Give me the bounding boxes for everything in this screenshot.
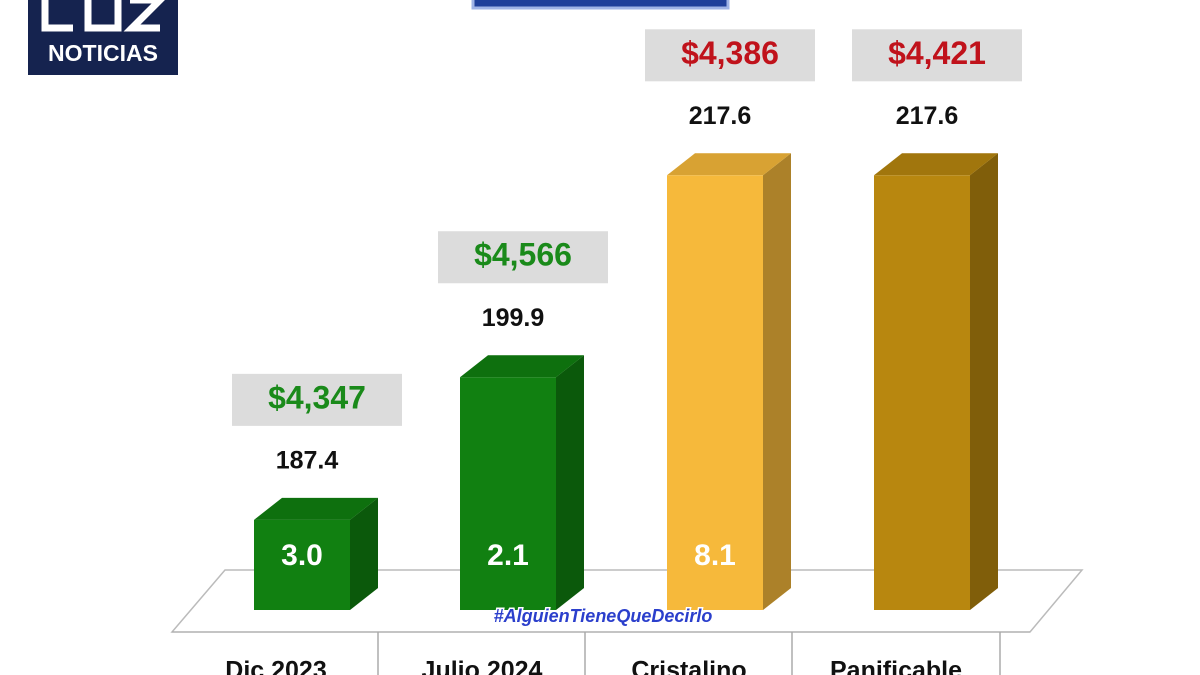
bar [667, 175, 763, 611]
price-label: $4,566 [474, 237, 572, 273]
category-label: Dic 2023 [225, 657, 326, 675]
bar-inner-label: 2.1 [487, 539, 529, 572]
bar-side-shade [350, 497, 378, 610]
bar-top [254, 497, 378, 520]
logo-mark [41, 0, 165, 32]
bar-inner-label: 3.0 [281, 539, 323, 572]
top-banner [471, 0, 730, 10]
bar [874, 175, 970, 611]
bar-top-shade [254, 497, 378, 520]
category-label: Julio 2024 [422, 657, 543, 675]
price-box [232, 373, 402, 426]
category-label: Cristalino [631, 657, 746, 675]
category-label: Panificable [830, 657, 962, 675]
price-box [645, 29, 815, 82]
bar [460, 377, 556, 610]
bar-top [460, 355, 584, 378]
logo-text: NOTICIAS [48, 40, 158, 66]
bar-top [667, 153, 791, 176]
price-label: $4,421 [888, 35, 986, 71]
bar-inner-label: 8.1 [694, 539, 736, 572]
bar-side [350, 497, 378, 610]
bar-side [970, 153, 998, 611]
bar-side-shade [556, 355, 584, 610]
bar-top-shade [460, 355, 584, 378]
price-label: $4,386 [681, 35, 779, 71]
bar-top-shade [874, 153, 998, 176]
value-label: 217.6 [896, 102, 959, 130]
bar-side-shade [970, 153, 998, 611]
value-label: 199.9 [482, 304, 545, 332]
bar-top [874, 153, 998, 176]
logo-box [28, 0, 178, 75]
value-label: 217.6 [689, 102, 752, 130]
bar-top-shade [667, 153, 791, 176]
table-dividers [377, 632, 1001, 675]
bar-side-shade [763, 153, 791, 611]
price-box [438, 231, 608, 284]
bar-side [556, 355, 584, 610]
value-label: 187.4 [276, 446, 339, 474]
watermark: #AlguienTieneQueDecirlo [494, 606, 713, 626]
price-box [852, 29, 1022, 82]
price-label: $4,347 [268, 379, 366, 415]
bar-side [763, 153, 791, 611]
bar [254, 519, 350, 610]
